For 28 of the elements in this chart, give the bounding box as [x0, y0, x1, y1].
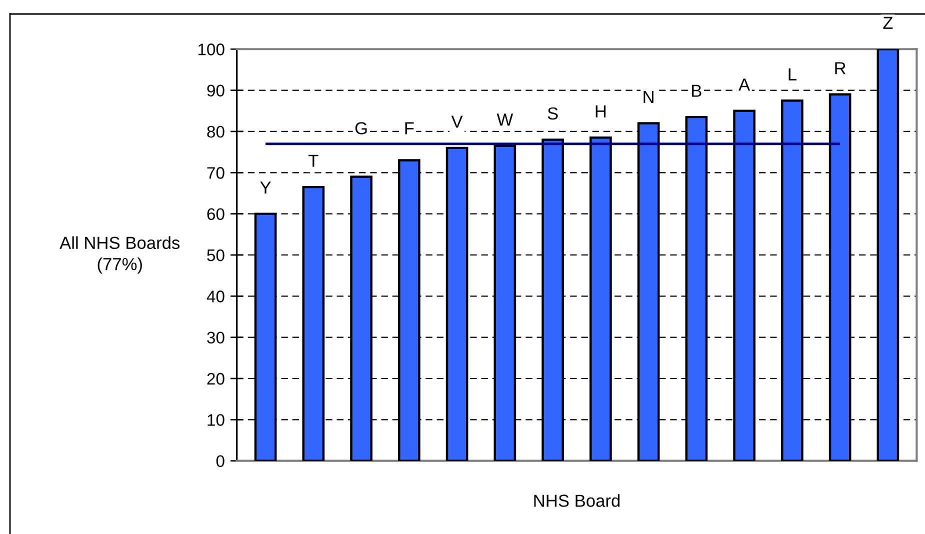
- y-axis-title: All NHS Boards (77%): [60, 236, 180, 274]
- y-tick-label: 30: [207, 332, 224, 344]
- y-tick-label: 20: [207, 372, 224, 385]
- x-tick-label: Z: [883, 16, 893, 29]
- x-tick-label: L: [788, 68, 796, 80]
- x-tick-label: S: [548, 107, 558, 120]
- y-tick-label: 60: [207, 208, 224, 220]
- x-tick-label: T: [308, 154, 318, 167]
- y-tick-label: 70: [207, 167, 224, 179]
- x-tick-label: Y: [260, 182, 271, 194]
- x-axis-title: NHS Board: [534, 494, 620, 507]
- x-tick-label: R: [835, 62, 846, 74]
- y-tick-label: 40: [206, 290, 224, 302]
- y-tick-label: 0: [216, 455, 224, 468]
- x-tick-label: W: [496, 114, 514, 126]
- x-tick-label: N: [644, 91, 654, 103]
- x-tick-label: H: [596, 105, 606, 118]
- y-tick-label: 100: [198, 44, 224, 56]
- x-tick-label: G: [355, 122, 367, 134]
- y-tick-label: 90: [207, 84, 224, 97]
- y-tick-label: 80: [207, 126, 224, 138]
- y-tick-label: 50: [207, 249, 224, 262]
- x-tick-label: A: [738, 78, 750, 91]
- bar: [446, 146, 468, 461]
- x-tick-label: B: [692, 84, 702, 97]
- y-tick-label: 10: [208, 414, 224, 426]
- x-tick-label: V: [451, 116, 463, 128]
- x-tick-label: F: [405, 122, 414, 134]
